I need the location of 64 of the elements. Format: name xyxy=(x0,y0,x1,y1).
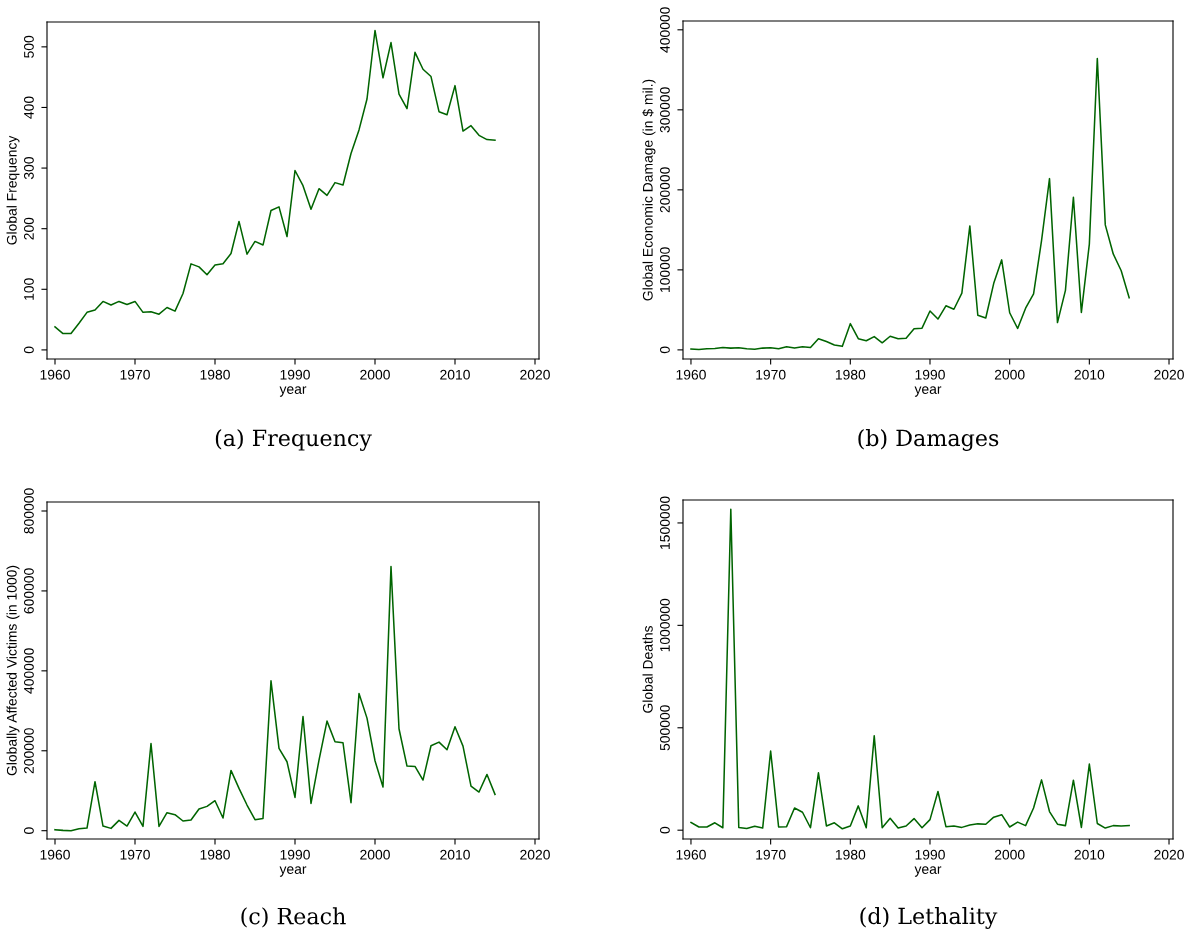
text: (d) Lethality xyxy=(860,907,998,929)
x-tick-label: 1980 xyxy=(200,369,230,380)
x-tick-label: 1990 xyxy=(280,369,310,380)
y-tick-label: 500000 xyxy=(660,705,670,751)
y-tick-label: 1500000 xyxy=(660,496,670,549)
y-tick-label: 200000 xyxy=(24,728,34,774)
x-tick-label: 1980 xyxy=(200,849,230,860)
x-tick-label: 1970 xyxy=(120,849,150,860)
y-tick-label: 600000 xyxy=(24,568,34,614)
y-tick-label: 0 xyxy=(24,827,34,835)
x-tick-label: 1980 xyxy=(835,849,866,860)
text: (a) Frequency xyxy=(215,429,372,451)
x-tick-label: 1990 xyxy=(915,369,945,380)
y-tick-label: 400 xyxy=(24,96,34,119)
text: (b) Damages xyxy=(858,429,999,451)
y-tick-label: 1000000 xyxy=(660,598,670,652)
x-tick-label: 2010 xyxy=(440,369,470,380)
y-tick-label: 300 xyxy=(24,157,34,180)
y-axis-title: Global Deaths xyxy=(642,625,653,713)
x-tick-label: 2000 xyxy=(994,849,1025,860)
y-tick-label: 0 xyxy=(660,826,670,834)
x-tick-label: 1960 xyxy=(676,849,706,860)
x-axis-title: year xyxy=(914,386,942,397)
y-tick-label: 200 xyxy=(24,217,34,240)
y-tick-label: 400000 xyxy=(24,648,34,694)
x-tick-label: 1990 xyxy=(280,849,310,860)
y-tick-label: 0 xyxy=(660,346,670,354)
y-tick-label: 300000 xyxy=(660,87,670,133)
y-tick-label: 500 xyxy=(24,35,34,58)
x-tick-label: 2020 xyxy=(520,849,550,860)
text: (c) Reach xyxy=(241,907,346,928)
line-series xyxy=(690,508,1130,830)
y-axis-title: Globally Affected Victims (in 1000) xyxy=(6,565,20,776)
y-tick-label: 100000 xyxy=(660,247,670,292)
x-axis-title: year xyxy=(279,386,307,397)
x-tick-label: 2020 xyxy=(1154,849,1184,860)
y-axis-title: Global Frequency xyxy=(6,135,20,245)
x-tick-label: 2010 xyxy=(1074,849,1105,860)
x-tick-label: 1970 xyxy=(120,369,150,380)
y-tick-label: 100 xyxy=(24,278,34,300)
x-tick-label: 2010 xyxy=(440,849,470,860)
y-tick-label: 800000 xyxy=(24,488,34,534)
x-axis-title: year xyxy=(914,866,942,877)
x-tick-label: 2000 xyxy=(360,849,390,860)
y-tick-label: 0 xyxy=(24,346,34,354)
line-series xyxy=(690,57,1130,351)
x-tick-label: 1960 xyxy=(40,849,70,860)
y-tick-label: 200000 xyxy=(660,167,670,213)
x-tick-label: 2000 xyxy=(360,369,390,380)
line-series xyxy=(54,29,496,335)
x-tick-label: 1970 xyxy=(756,369,786,380)
x-tick-label: 1960 xyxy=(40,369,70,380)
x-tick-label: 1970 xyxy=(756,849,786,860)
x-tick-label: 2020 xyxy=(1154,369,1184,380)
x-tick-label: 1960 xyxy=(676,369,706,380)
x-tick-label: 1990 xyxy=(915,849,945,860)
line-series xyxy=(54,565,496,832)
y-axis-title: Global Economic Damage (in $ mil.) xyxy=(642,79,656,301)
x-axis-title: year xyxy=(279,866,307,877)
x-tick-label: 1980 xyxy=(835,369,866,380)
x-tick-label: 2020 xyxy=(520,369,550,380)
y-tick-label: 400000 xyxy=(660,7,670,53)
x-tick-label: 2010 xyxy=(1074,369,1105,380)
x-tick-label: 2000 xyxy=(994,369,1025,380)
